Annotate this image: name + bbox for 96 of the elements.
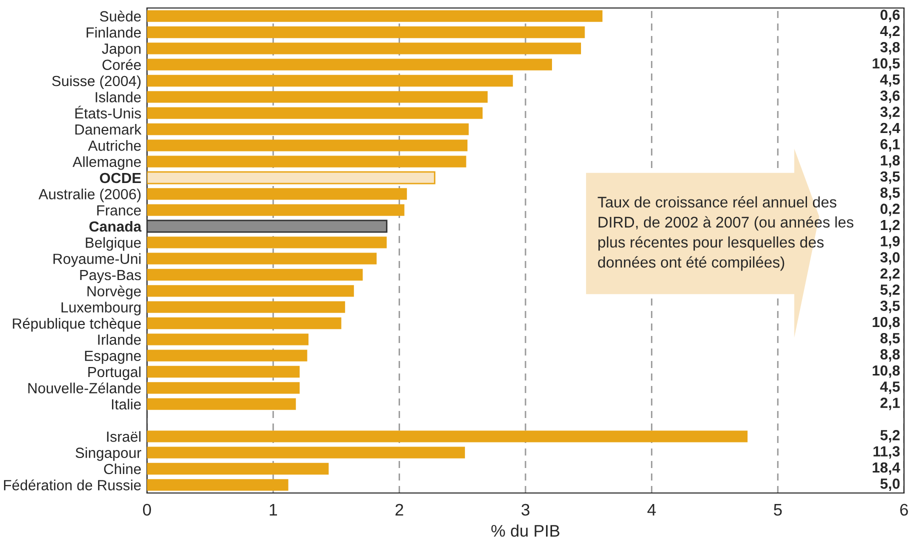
y-tick-label: Japon <box>102 44 140 57</box>
annotation: Taux de croissance réel annuel des DIRD, de 2002 à 2007 (ou années les plus récentes pour lesquelles des données ont été compilées) <box>598 196 854 271</box>
bar <box>147 140 468 152</box>
bar <box>147 252 377 264</box>
annotation: 5,0 <box>880 478 900 491</box>
y-tick-label: Israël <box>107 431 140 442</box>
bar <box>147 156 466 168</box>
annotation: 5,2 <box>880 430 900 442</box>
y-tick-label: Portugal <box>88 366 140 380</box>
bar <box>147 398 296 410</box>
annotation: 4,2 <box>880 26 900 38</box>
bar <box>147 42 582 54</box>
bar <box>147 430 748 442</box>
annotation: 1,9 <box>880 236 900 248</box>
y-tick-label: Suisse (2004) <box>52 75 141 90</box>
y-tick-label: Norvège <box>88 286 141 300</box>
y-tick-label: Finlande <box>86 26 141 38</box>
y-tick-label: France <box>97 205 141 216</box>
x-tick-label: 1 <box>270 504 277 516</box>
y-tick-label: Pays-Bas <box>80 270 141 284</box>
y-tick-label: Luxembourg <box>62 302 141 316</box>
annotation: 4,5 <box>880 382 900 394</box>
annotation: 8,8 <box>880 349 900 362</box>
y-tick-label: Canada <box>89 220 142 232</box>
annotation: 2,1 <box>880 398 900 410</box>
x-tick-label: 5 <box>774 504 782 516</box>
annotation: 0,2 <box>880 204 900 216</box>
annotation: 3,5 <box>880 300 900 314</box>
annotation: 1,2 <box>880 220 900 232</box>
x-tick-label: 0 <box>143 504 151 516</box>
bar <box>147 301 346 313</box>
bar <box>147 350 308 362</box>
x-tick-label: 2 <box>396 504 404 516</box>
bar <box>147 366 300 378</box>
bar <box>147 334 308 346</box>
bar <box>147 91 488 103</box>
annotation: 2,4 <box>880 122 900 136</box>
x-axis-title: % du PIB <box>491 524 560 537</box>
annotation: 3,6 <box>880 90 900 103</box>
annotation: 2,2 <box>880 268 900 281</box>
y-tick-label: OCDE <box>100 172 141 184</box>
y-tick-label: Suède <box>100 10 141 22</box>
bar <box>147 462 329 475</box>
bar <box>147 58 552 70</box>
y-tick-label: Chine <box>104 463 141 474</box>
bar <box>147 479 288 491</box>
annotation: 0,6 <box>880 10 900 22</box>
annotation: 4,5 <box>880 74 900 87</box>
bar <box>147 74 513 87</box>
y-tick-label: Autriche <box>88 140 141 151</box>
x-tick-label: 6 <box>900 504 908 516</box>
annotation: 3,2 <box>880 106 900 120</box>
annotation: 10,8 <box>872 316 900 330</box>
bar <box>147 26 585 38</box>
annotation: 3,8 <box>880 42 900 54</box>
bar <box>147 220 388 233</box>
y-tick-label: Italie <box>112 398 141 410</box>
annotation: 3,5 <box>880 171 900 184</box>
bar <box>147 204 404 216</box>
annotation: 5,2 <box>880 284 900 297</box>
annotation: 8,5 <box>880 188 900 200</box>
x-tick-label: 4 <box>647 504 656 516</box>
y-tick-label: Islande <box>96 92 141 102</box>
bar <box>147 382 300 394</box>
bar <box>147 171 436 184</box>
annotation: 18,4 <box>872 462 900 475</box>
annotation: 8,5 <box>880 333 900 346</box>
y-tick-label: Nouvelle-Zélande <box>28 382 141 394</box>
annotation: 11,3 <box>874 446 900 459</box>
bar <box>147 10 602 22</box>
y-tick-label: Australie (2006) <box>38 188 141 202</box>
y-tick-label: Fédération de Russie <box>4 479 141 490</box>
bar <box>147 268 363 281</box>
y-tick-label: Royaume-Uni <box>53 253 140 267</box>
bar <box>147 446 465 458</box>
y-tick-label: République tchèque <box>12 318 141 332</box>
y-tick-label: Irlande <box>98 334 141 345</box>
y-tick-label: Corée <box>102 59 141 70</box>
annotation: 6,1 <box>880 139 900 152</box>
x-tick-label: 3 <box>522 504 530 516</box>
y-tick-label: États-Unis <box>75 106 141 119</box>
bar <box>147 285 354 297</box>
bar <box>147 123 469 136</box>
annotation: 1,8 <box>880 155 900 168</box>
y-tick-label: Espagne <box>85 350 141 364</box>
bar <box>147 107 483 119</box>
y-tick-label: Belgique <box>86 237 141 251</box>
y-tick-label: Danemark <box>75 124 142 135</box>
bar <box>147 188 407 200</box>
bar <box>147 317 342 330</box>
annotation: 10,5 <box>872 58 900 71</box>
annotation: 10,8 <box>872 365 900 378</box>
bar <box>147 236 387 248</box>
annotation: 3,0 <box>880 252 900 265</box>
y-tick-label: Allemagne <box>72 156 141 170</box>
y-tick-label: Singapour <box>76 447 142 461</box>
